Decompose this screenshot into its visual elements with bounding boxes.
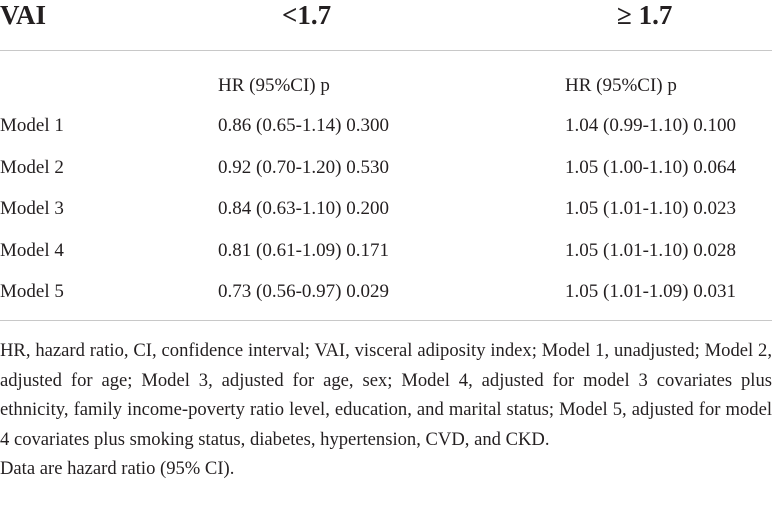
cell: 0.84 (0.63-1.10) 0.200 (218, 198, 389, 219)
cell: 0.81 (0.61-1.09) 0.171 (218, 239, 389, 261)
cell: 0.92 (0.70-1.20) 0.530 (218, 156, 389, 178)
row-label: Model 2 (0, 156, 64, 178)
row-label: Model 1 (0, 115, 64, 136)
subheader: HR (95%CI) p (218, 75, 330, 96)
cell: 1.05 (1.01-1.10) 0.023 (565, 198, 736, 219)
cell: 0.73 (0.56-0.97) 0.029 (218, 281, 389, 302)
footnote: Data are hazard ratio (95% CI). (0, 458, 235, 480)
header-col2: ≥ 1.7 (617, 0, 673, 30)
header-title: VAI (0, 0, 47, 30)
cell: 1.05 (1.01-1.09) 0.031 (565, 281, 736, 302)
row-label: Model 3 (0, 198, 64, 219)
header-col1: <1.7 (282, 0, 332, 30)
cell: 0.86 (0.65-1.14) 0.300 (218, 115, 389, 136)
rule (0, 50, 772, 51)
cell: 1.04 (0.99-1.10) 0.100 (565, 115, 736, 136)
rule (0, 320, 772, 321)
subheader: HR (95%CI) p (565, 75, 677, 96)
footnotes: HR, hazard ratio, CI, confidence interva… (0, 336, 772, 484)
footnote: HR, hazard ratio, CI, confidence interva… (0, 340, 772, 450)
cell: 1.05 (1.00-1.10) 0.064 (565, 156, 736, 178)
row-label: Model 5 (0, 281, 64, 302)
cell: 1.05 (1.01-1.10) 0.028 (565, 239, 736, 261)
row-label: Model 4 (0, 239, 64, 261)
